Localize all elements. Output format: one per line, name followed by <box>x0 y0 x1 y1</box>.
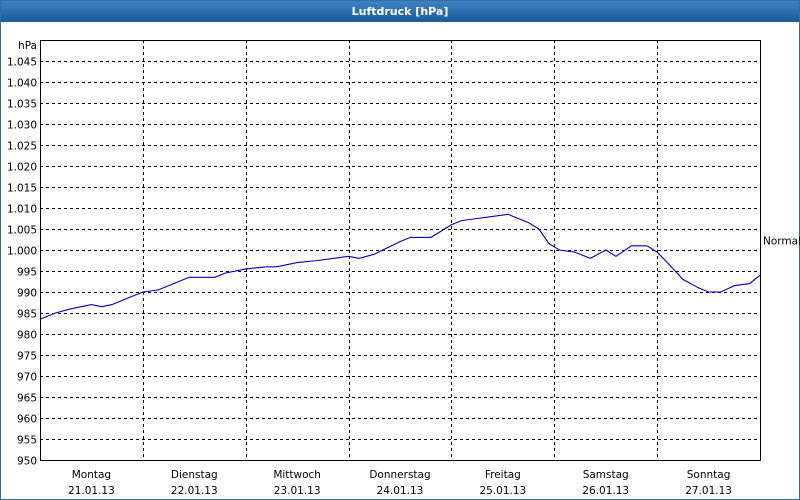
y-tick-label: 1.000 <box>7 246 37 258</box>
x-tick-day: Mittwoch <box>273 469 321 481</box>
y-tick-label: 990 <box>17 288 37 300</box>
y-axis-label: hPa <box>18 40 37 52</box>
y-tick-label: 955 <box>17 435 37 447</box>
y-tick-label: 965 <box>17 393 37 405</box>
y-tick-label: 1.040 <box>7 78 37 90</box>
x-tick-date: 25.01.13 <box>479 485 526 497</box>
x-tick-date: 21.01.13 <box>68 485 115 497</box>
x-tick-date: 22.01.13 <box>171 485 218 497</box>
x-tick-date: 23.01.13 <box>274 485 321 497</box>
y-tick-label: 1.035 <box>7 99 37 111</box>
y-tick-label: 980 <box>17 330 37 342</box>
y-tick-label: 1.005 <box>7 225 37 237</box>
x-tick-date: 26.01.13 <box>582 485 629 497</box>
x-tick-day: Dienstag <box>171 469 218 481</box>
x-tick-date: 27.01.13 <box>685 485 732 497</box>
label-layer: 950 955 960 965 970 975 980 985 990 995 1.000 1.005… <box>7 57 732 498</box>
y-tick-label: 1.015 <box>7 183 37 195</box>
y-tick-label: 960 <box>17 414 37 426</box>
grid-layer <box>40 40 760 460</box>
y-tick-label: 995 <box>17 267 37 279</box>
x-tick-day: Montag <box>72 469 111 481</box>
y-tick-label: 985 <box>17 309 37 321</box>
y-tick-label: 1.020 <box>7 162 37 174</box>
y-tick-label: 1.030 <box>7 120 37 132</box>
series-line-luftdruck <box>39 213 761 320</box>
y-tick-label: 970 <box>17 372 37 384</box>
y-tick-label: 950 <box>17 456 37 468</box>
y-tick-label: 1.045 <box>7 57 37 69</box>
reference-label-normal: Normal <box>763 236 800 248</box>
plot-frame <box>40 40 761 461</box>
x-tick-date: 24.01.13 <box>377 485 424 497</box>
x-tick-day: Sonntag <box>687 469 731 481</box>
x-tick-day: Donnerstag <box>369 469 430 481</box>
y-tick-label: 1.025 <box>7 141 37 153</box>
x-tick-day: Freitag <box>485 469 521 481</box>
y-tick-label: 975 <box>17 351 37 363</box>
x-tick-day: Samstag <box>583 469 629 481</box>
window-title: Luftdruck [hPa] <box>1 1 799 22</box>
y-tick-label: 1.010 <box>7 204 37 216</box>
